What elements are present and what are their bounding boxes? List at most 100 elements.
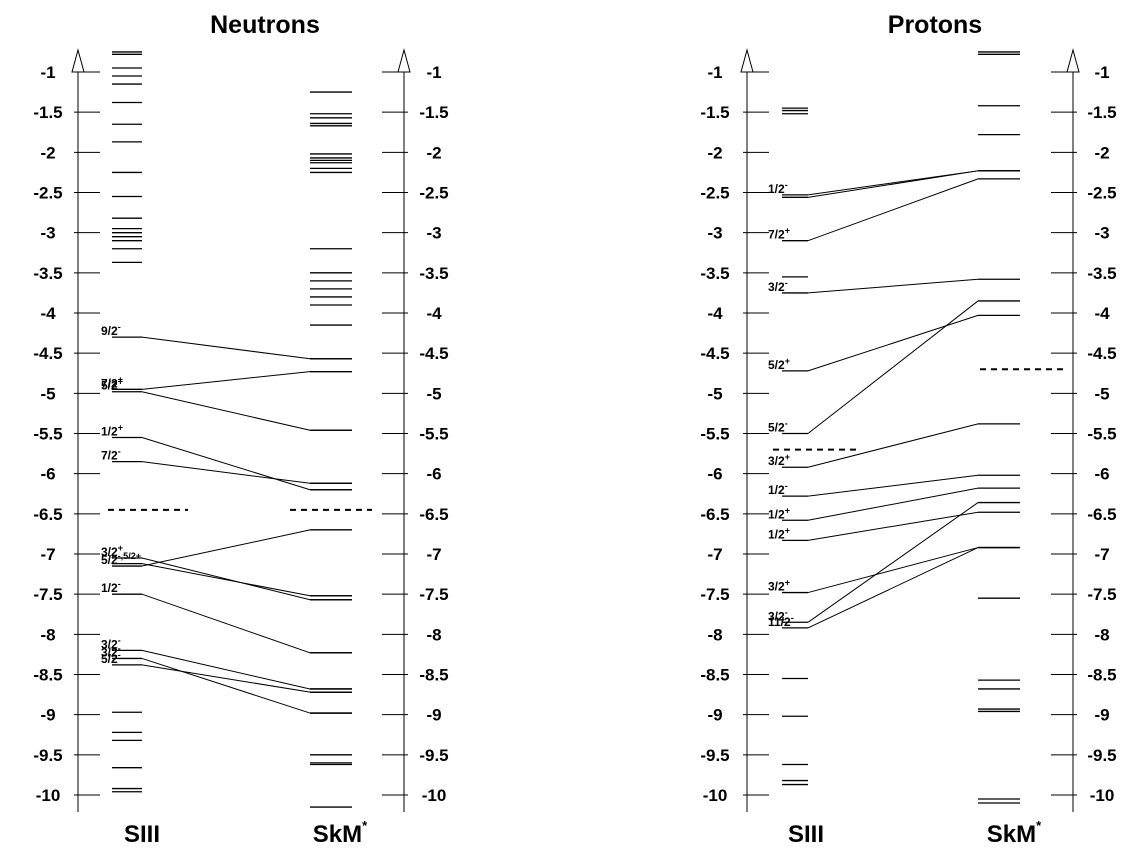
left-y-tick-label: -3 [707, 224, 722, 243]
right-y-tick-label: -8.5 [1087, 666, 1116, 685]
left-y-tick-label: -9 [707, 706, 722, 725]
right-y-tick-label: -2 [426, 143, 441, 162]
level-spin-parity-label: 3/2- [101, 635, 121, 651]
right-y-tick-label: -8 [1094, 625, 1109, 644]
left-y-tick-label: -2.5 [33, 184, 62, 203]
right-y-tick-label: -7 [426, 545, 441, 564]
left-y-tick-label: -6 [40, 465, 55, 484]
left-y-tick-label: -9 [40, 706, 55, 725]
level-spin-parity-label: 3/2+ [768, 578, 790, 594]
left-y-tick-label: -8 [40, 625, 55, 644]
left-y-tick-label: -9.5 [33, 746, 62, 765]
right-y-tick-label: -1.5 [1087, 103, 1116, 122]
neutron-panel: Neutrons -1 -1 -1.5 -1.5 -2 -2 -2.5 -2.5 -3 -3 -3.5… [33, 11, 448, 848]
level-spin-parity-label: 1/2- [768, 180, 788, 196]
right-y-tick-label: -9 [1094, 706, 1109, 725]
left-y-tick-label: -3.5 [700, 264, 729, 283]
left-y-tick-label: -8.5 [700, 666, 729, 685]
right-y-tick-label: -1 [1094, 63, 1109, 82]
panel-title: Protons [888, 11, 982, 39]
level-correlation-line [807, 314, 979, 372]
level-correlation-line [141, 529, 311, 567]
level-correlation-line [141, 593, 311, 654]
level-correlation-line [141, 664, 311, 693]
right-y-tick-label: -5.5 [1087, 425, 1116, 444]
level-correlation-line [807, 487, 979, 521]
skm-model-label: SkM* [313, 818, 368, 848]
skm-model-label: SkM* [987, 818, 1042, 848]
left-y-tick-label: -2 [707, 143, 722, 162]
level-spin-parity-label: 5/2- [768, 419, 788, 435]
level-correlation-line [807, 178, 979, 242]
left-y-tick-label: -1 [40, 63, 55, 82]
siii-model-label: SIII [124, 821, 160, 848]
left-y-tick-label: -3.5 [33, 264, 62, 283]
level-correlation-line [807, 474, 979, 497]
left-y-tick-label: -2.5 [700, 184, 729, 203]
level-correlation-line [141, 391, 311, 431]
left-y-tick-label: -6 [707, 465, 722, 484]
level-correlation-line [141, 557, 311, 601]
left-y-tick-label: -10 [36, 786, 61, 805]
left-y-tick-label: -3 [40, 224, 55, 243]
level-spin-parity-label: 7/2+ [101, 374, 123, 390]
right-y-tick-label: -4.5 [1087, 344, 1116, 363]
right-y-tick-label: -2.5 [419, 184, 448, 203]
level-spin-parity-label: 5/2-,5/2+ [101, 551, 141, 567]
proton-panel: Protons -1 -1 -1.5 -1.5 -2 -2 -2.5 -2.5 -3 -3 -3.5 -… [700, 11, 1116, 848]
level-spin-parity-label: 3/2+ [101, 543, 123, 559]
left-y-tick-label: -9.5 [700, 746, 729, 765]
left-y-tick-label: -10 [703, 786, 728, 805]
right-y-tick-label: -6 [426, 465, 441, 484]
level-correlation-line [141, 371, 311, 390]
left-y-tick-label: -1.5 [33, 103, 62, 122]
right-y-tick-label: -4 [426, 304, 442, 323]
level-correlation-line [807, 423, 979, 468]
right-y-tick-label: -10 [422, 786, 447, 805]
level-correlation-line [141, 563, 311, 597]
left-y-tick-label: -5 [707, 384, 722, 403]
right-y-tick-label: -3.5 [1087, 264, 1116, 283]
left-y-tick-label: -8 [707, 625, 722, 644]
right-y-tick-label: -1 [426, 63, 441, 82]
left-y-tick-label: -4 [40, 304, 56, 323]
level-correlation-line [141, 336, 311, 360]
level-spin-parity-label: 7/2+ [768, 226, 790, 242]
right-y-tick-label: -3 [426, 224, 441, 243]
left-y-tick-label: -6.5 [700, 505, 729, 524]
right-y-tick-label: -7 [1094, 545, 1109, 564]
right-y-tick-label: -9 [426, 706, 441, 725]
level-spin-parity-label: 9/2- [101, 322, 121, 338]
left-y-tick-label: -7 [40, 545, 55, 564]
right-y-tick-label: -4 [1094, 304, 1110, 323]
right-y-axis-arrow-icon [397, 48, 411, 73]
right-y-tick-label: -4.5 [419, 344, 448, 363]
right-y-tick-label: -8 [426, 625, 441, 644]
level-spin-parity-label: 1/2+ [768, 525, 790, 541]
level-spin-parity-label: 3/2- [768, 607, 788, 623]
right-y-tick-label: -2.5 [1087, 184, 1116, 203]
right-y-tick-label: -10 [1090, 786, 1115, 805]
right-y-tick-label: -9.5 [1087, 746, 1116, 765]
level-spin-parity-label: 3/2- [101, 643, 121, 659]
right-y-tick-label: -7.5 [419, 585, 448, 604]
level-spin-parity-label: 1/2+ [101, 423, 123, 439]
level-spin-parity-label: 3/2- [768, 278, 788, 294]
level-correlation-line [141, 461, 311, 484]
right-y-tick-label: -5 [426, 384, 441, 403]
level-correlation-line [141, 437, 311, 491]
level-correlation-line [807, 511, 979, 541]
siii-model-label: SIII [788, 821, 824, 848]
right-y-tick-label: -3.5 [419, 264, 448, 283]
level-correlation-line [807, 502, 979, 623]
left-y-tick-label: -7.5 [33, 585, 62, 604]
left-y-tick-label: -2 [40, 143, 55, 162]
level-spin-parity-label: 1/2- [768, 481, 788, 497]
right-y-tick-label: -6 [1094, 465, 1109, 484]
left-y-axis-arrow-icon [740, 48, 754, 73]
left-y-tick-label: -5.5 [33, 425, 62, 444]
left-y-tick-label: -4.5 [33, 344, 62, 363]
level-correlation-line [807, 547, 979, 629]
left-y-tick-label: -5.5 [700, 425, 729, 444]
